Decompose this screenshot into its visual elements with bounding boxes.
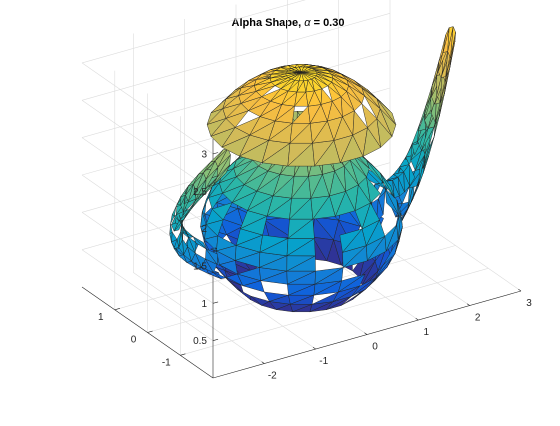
surface-triangle [366, 159, 384, 184]
surface-triangle [361, 202, 380, 230]
surface-triangle [242, 280, 265, 293]
surface-triangle [396, 212, 402, 240]
surface-triangle [236, 288, 252, 300]
surface-triangle [216, 154, 231, 178]
z-tick-label: 3 [201, 149, 207, 160]
surface-triangle [169, 223, 173, 235]
surface-triangle [314, 77, 329, 90]
z-tick-label: 0.5 [193, 336, 207, 347]
surface-triangle [366, 219, 386, 246]
surface-triangle [205, 219, 224, 237]
surface-triangle [182, 239, 188, 255]
alpha-shape-surface [169, 26, 456, 313]
axis-tick-labels: -2 -1 0 1 2 3 -1 0 1 0.5 1 1.5 2 2.5 3 [98, 149, 532, 381]
surface-triangle [380, 172, 395, 199]
surface-triangle [366, 176, 381, 204]
surface-triangle [314, 267, 344, 285]
surface-triangle [384, 224, 397, 252]
surface-triangle [352, 153, 370, 178]
surface-triangle [219, 260, 238, 275]
x-tick-label: 1 [424, 327, 430, 338]
x-tick-label: 2 [475, 313, 481, 324]
surface-triangle [217, 148, 231, 168]
y-tick-label: 0 [131, 335, 137, 346]
surface-triangle [348, 85, 365, 104]
chart-title: Alpha Shape, α = 0.30 [232, 17, 345, 29]
surface-triangle [173, 248, 180, 257]
x-tick-label: 0 [372, 342, 378, 353]
surface-triangle [287, 218, 315, 239]
z-tick-label: 1.5 [193, 262, 207, 273]
surface-triangle [213, 164, 230, 186]
surface-triangle [379, 108, 397, 137]
surface-triangle [211, 202, 233, 221]
surface-triangle [449, 31, 456, 69]
surface-triangle [193, 236, 207, 250]
surface-triangle [422, 136, 435, 169]
surface-triangle [411, 142, 421, 156]
surface-triangle [286, 238, 316, 257]
x-tick-label: -1 [319, 356, 328, 367]
surface-triangle [178, 214, 184, 230]
surface-triangle [376, 118, 393, 148]
y-tick-label: 1 [98, 312, 104, 323]
surface-triangle [256, 73, 272, 80]
z-tick-label: 2.5 [193, 187, 207, 198]
surface-triangle [290, 294, 315, 305]
surface-triangle [213, 272, 227, 280]
surface-triangle [171, 206, 177, 217]
surface-triangle [442, 27, 450, 53]
surface-triangle [351, 277, 377, 297]
surface-triangle [240, 215, 268, 236]
surface-triangle [226, 277, 238, 290]
surface-triangle [195, 252, 206, 268]
surface-triangle [274, 105, 295, 124]
surface-triangle [338, 273, 366, 293]
x-tick-label: -2 [268, 371, 277, 382]
y-tick-label: -1 [162, 357, 171, 368]
z-tick-label: 1 [201, 299, 207, 310]
surface-triangle [346, 91, 363, 112]
surface-triangle [188, 236, 197, 254]
surface-triangle [450, 26, 456, 59]
surface-triangle [286, 255, 316, 272]
x-tick-label: 3 [526, 298, 532, 309]
surface-triangle [447, 26, 454, 52]
surface-triangle [408, 164, 416, 187]
z-tick-label: 2 [201, 224, 207, 235]
surface-triangle [311, 67, 329, 71]
